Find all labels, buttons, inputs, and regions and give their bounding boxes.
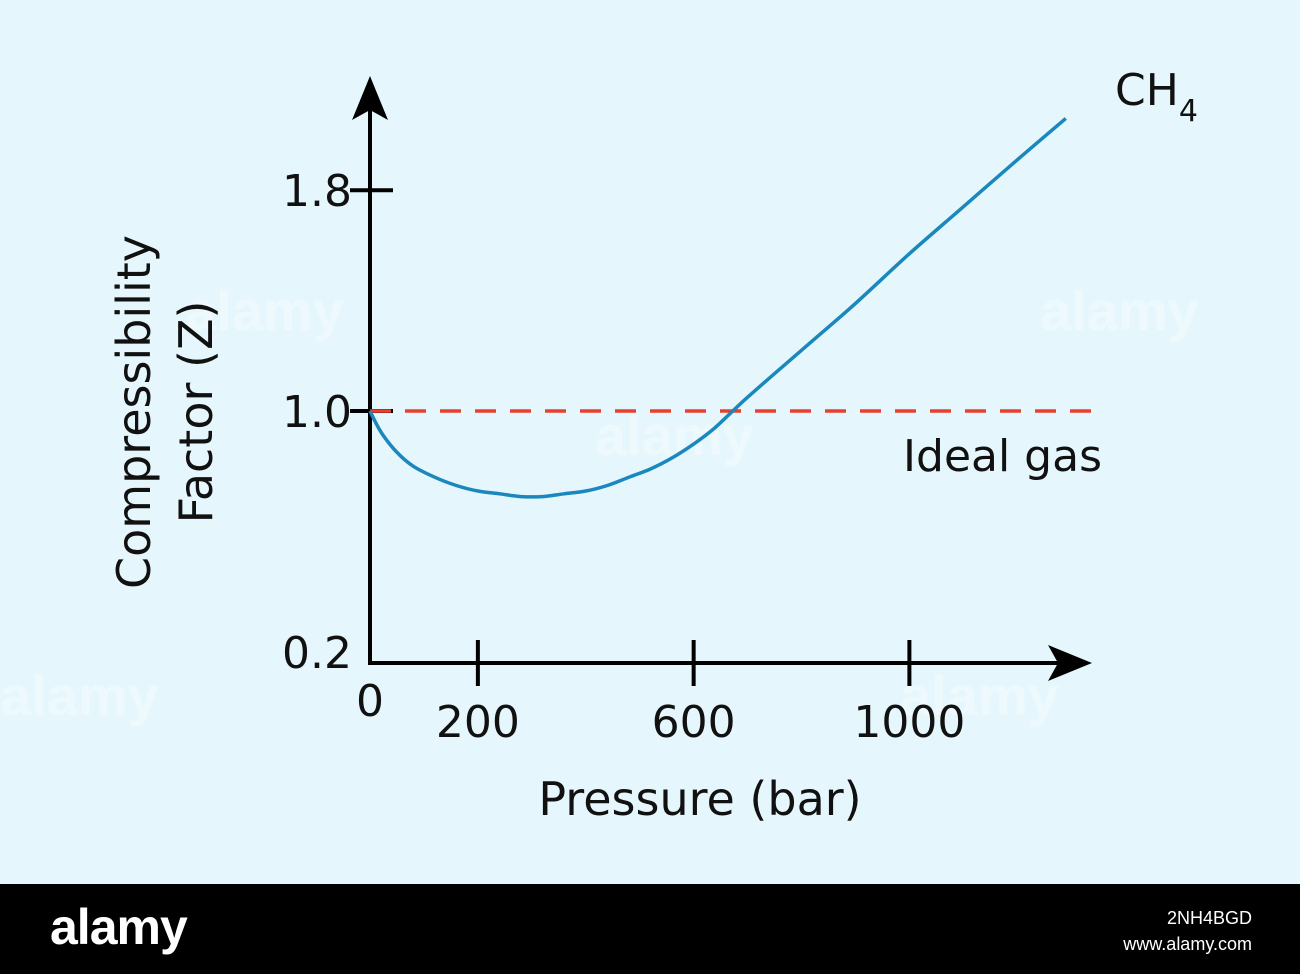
x-ticks: 200 600 1000 xyxy=(436,640,965,748)
y-axis-title-line-2: Factor (Z) xyxy=(169,301,223,524)
y-tick-label: 1.0 xyxy=(282,387,352,438)
footer-image-id: 2NH4BGD xyxy=(1166,908,1252,928)
x-axis-title: Pressure (bar) xyxy=(538,772,861,826)
y-axis-arrow-icon xyxy=(352,76,388,120)
x-axis-arrow-icon xyxy=(1048,645,1092,681)
footer-brand-logo: alamy xyxy=(50,899,188,955)
ch4-series-line xyxy=(368,117,1067,499)
x-tick-label: 600 xyxy=(652,697,736,748)
x-tick-label: 200 xyxy=(436,697,520,748)
footer-bar: alamy 2NH4BGD www.alamy.com xyxy=(0,884,1300,974)
y-axis-title: Compressibility Factor (Z) xyxy=(107,235,223,589)
series-layer xyxy=(368,117,1093,499)
y-tick-label: 1.8 xyxy=(282,166,352,217)
x-origin-label: 0 xyxy=(356,676,384,727)
ch4-label-main: CH xyxy=(1115,65,1179,116)
ch4-series-label: CH4 xyxy=(1115,65,1198,129)
chart: alamy alamy alamy alamy alamy 0.21.01.8 … xyxy=(0,65,1199,826)
watermark-text: alamy xyxy=(0,664,159,727)
footer-site: www.alamy.com xyxy=(1123,934,1252,954)
watermark-text: alamy xyxy=(900,664,1059,727)
watermark-text: alamy xyxy=(1040,279,1199,342)
ideal-gas-label: Ideal gas xyxy=(903,431,1102,482)
watermark-group: alamy alamy alamy alamy alamy xyxy=(0,279,1199,727)
watermark-text: alamy xyxy=(185,279,344,342)
ch4-label-sub: 4 xyxy=(1179,94,1198,129)
x-tick-label: 1000 xyxy=(853,697,965,748)
y-axis-title-line-1: Compressibility xyxy=(107,235,161,589)
axes xyxy=(352,76,1092,681)
y-tick-label: 0.2 xyxy=(282,628,352,679)
